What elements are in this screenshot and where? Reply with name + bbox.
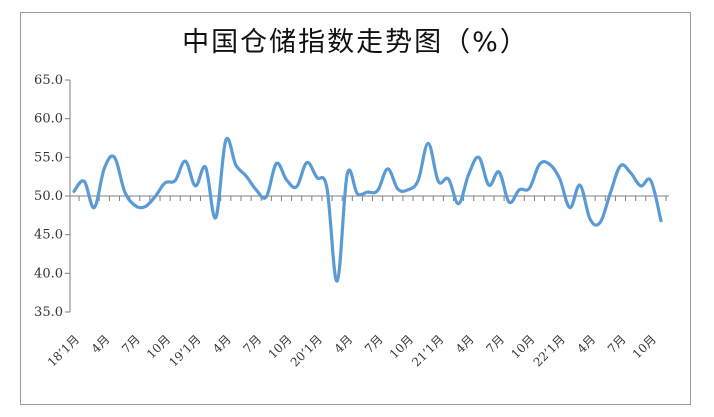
data-point [163,181,167,185]
x-tick-label: 4月 [453,332,477,356]
x-tick-label: 4月 [332,332,356,356]
data-point [113,156,116,159]
data-point [123,190,126,193]
x-tick-label: 4月 [574,332,598,356]
data-point [224,139,227,142]
data-point [72,190,76,193]
x-tick-label: 7月 [483,332,507,356]
data-point [103,167,106,170]
data-point [325,187,329,190]
data-point [214,216,217,219]
chart-title: 中国仓储指数走势图（%） [182,27,529,58]
data-point [174,179,177,182]
data-point [649,179,652,182]
x-tick-label: 22’1月 [531,332,568,369]
data-point [93,206,96,209]
y-tick-label: 40.0 [34,266,63,281]
data-point [447,177,450,181]
x-tick-label: 7月 [240,332,264,356]
data-point [578,184,582,187]
x-tick-label: 7月 [119,332,143,356]
data-point [376,189,379,192]
data-point [629,171,632,174]
x-tick-label: 20’1月 [288,332,325,369]
data-point [437,180,440,183]
data-point [315,176,319,179]
data-point [356,192,359,195]
data-point [538,163,541,166]
series-line [72,136,663,283]
data-point [548,163,551,166]
data-point [477,156,480,159]
data-point [285,178,288,181]
chart-frame [20,12,691,405]
x-tick-label: 10月 [630,332,659,361]
data-point [295,185,298,188]
y-tick-label: 55.0 [34,150,63,165]
data-point [244,174,248,178]
data-point [305,161,308,164]
data-point [416,179,420,182]
data-point [143,205,146,208]
data-point [366,190,369,194]
data-point [184,160,187,163]
x-tick-label: 4月 [89,332,113,356]
y-tick-label: 45.0 [34,228,63,243]
data-point [558,177,561,181]
y-tick-label: 65.0 [34,73,63,88]
data-point [508,201,511,204]
y-tick-label: 60.0 [34,112,63,127]
y-tick-label: 35.0 [34,305,63,320]
data-point [396,187,399,191]
data-point [467,173,470,176]
data-point [427,142,430,145]
data-point [234,163,238,167]
data-point [335,279,339,283]
x-tick-label: 7月 [605,332,629,356]
x-tick-label: 4月 [210,332,234,356]
y-tick-label: 50.0 [34,189,63,204]
data-point [518,188,521,191]
data-point [457,202,460,205]
data-point [639,184,642,188]
x-tick-label: 18’1月 [45,332,82,369]
data-point [386,167,389,171]
series-index [72,136,663,283]
data-point [659,219,663,222]
data-point [619,164,622,167]
x-tick-label: 19’1月 [166,332,203,369]
data-point [528,187,531,190]
data-point [588,218,592,221]
data-point [406,188,410,191]
x-tick-label: 7月 [362,332,386,356]
x-tick-label: 21’1月 [409,332,446,369]
data-point [599,221,602,224]
data-point [153,195,157,198]
data-point [275,162,278,165]
data-point [346,173,349,176]
data-point [497,170,501,174]
data-point [568,206,572,209]
data-point [194,184,197,188]
data-point [265,195,268,198]
data-point [133,204,136,207]
data-point [609,191,612,195]
data-point [255,188,258,191]
x-axis-baseline [70,195,669,201]
data-point [204,166,207,169]
y-axis: 35.0 40.0 45.0 50.0 55.0 60.0 65.0 [34,73,71,320]
data-point [487,184,491,187]
data-point [82,180,86,183]
